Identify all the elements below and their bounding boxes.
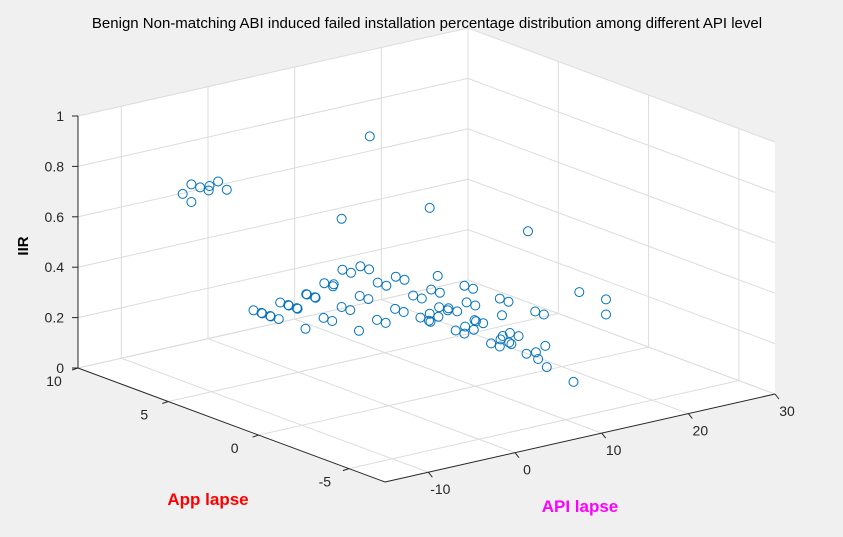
z-tick-label: 0.6 [45,209,65,225]
chart-title: Benign Non-matching ABI induced failed i… [92,15,762,32]
z-tick-label: 1 [56,108,64,124]
z-tick-label: 0 [56,360,64,376]
x-tick-label: 0 [523,462,531,478]
z-axis-label: IIR [15,236,32,255]
y-tick-label: 0 [231,440,239,456]
z-tick-label: 0.4 [45,259,65,275]
y-tick-label: -5 [319,474,332,490]
x-tick-label: -10 [430,481,450,497]
y-axis-label: App lapse [167,490,248,509]
x-axis-label: API lapse [542,497,619,516]
x-tick-label: 30 [779,403,795,419]
z-tick-label: 0.2 [45,310,65,326]
y-tick-label: 5 [140,407,148,423]
x-tick-label: 20 [693,423,709,439]
x-tick-label: 10 [606,442,622,458]
z-tick-label: 0.8 [45,158,65,174]
